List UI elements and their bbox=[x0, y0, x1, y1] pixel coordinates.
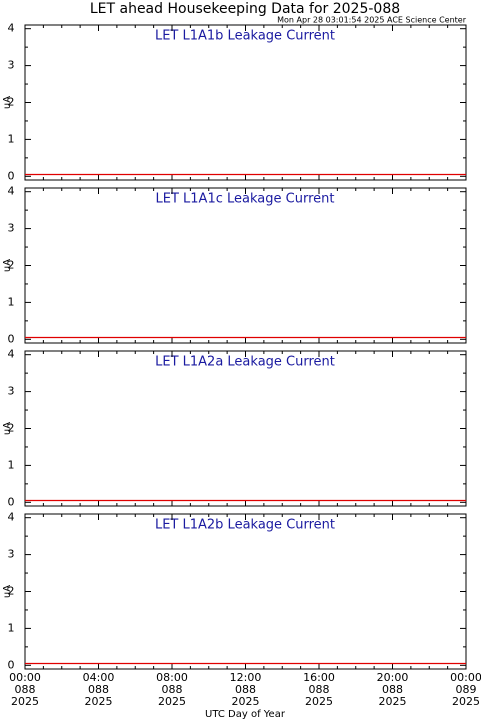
y-tick-label: 2 bbox=[8, 585, 15, 598]
chart-subtitle: Mon Apr 28 03:01:54 2025 ACE Science Cen… bbox=[277, 16, 467, 25]
y-tick-label: 0 bbox=[8, 169, 15, 182]
x-tick-label-line: 20:00 bbox=[377, 671, 409, 684]
x-tick-label-line: 088 bbox=[88, 683, 109, 696]
x-tick-label-line: 00:00 bbox=[450, 671, 481, 684]
x-tick-label-line: 2025 bbox=[379, 695, 407, 708]
panel-title: LET L1A1c Leakage Current bbox=[156, 192, 335, 207]
x-axis-label: UTC Day of Year bbox=[205, 709, 286, 720]
x-tick-label: 04:00 088 2025 bbox=[83, 671, 115, 708]
y-axis-label: uA bbox=[2, 422, 13, 435]
y-tick-label: 4 bbox=[8, 185, 15, 198]
y-axis-label: uA bbox=[2, 259, 13, 272]
x-tick-label: 08:00 088 2025 bbox=[156, 671, 188, 708]
x-tick-label: 00:00 088 2025 bbox=[9, 671, 41, 708]
y-tick-label: 1 bbox=[8, 458, 15, 471]
x-tick-label-line: 088 bbox=[235, 683, 256, 696]
panel-title: LET L1A1b Leakage Current bbox=[155, 29, 335, 44]
x-tick-label-line: 2025 bbox=[11, 695, 39, 708]
y-tick-label: 1 bbox=[8, 621, 15, 634]
x-tick-label-line: 08:00 bbox=[156, 671, 188, 684]
y-tick-label: 3 bbox=[8, 385, 15, 398]
x-tick-label-line: 088 bbox=[162, 683, 183, 696]
x-tick-label: 20:00 088 2025 bbox=[377, 671, 409, 708]
x-tick-label: 16:00 088 2025 bbox=[303, 671, 335, 708]
chart-title: LET ahead Housekeeping Data for 2025-088 bbox=[90, 1, 400, 17]
panel-title: LET L1A2b Leakage Current bbox=[155, 518, 335, 533]
x-tick-label-line: 2025 bbox=[232, 695, 260, 708]
y-tick-label: 4 bbox=[8, 22, 15, 35]
y-axis-label: uA bbox=[2, 585, 13, 598]
y-tick-label: 2 bbox=[8, 96, 15, 109]
x-tick-label-line: 2025 bbox=[158, 695, 186, 708]
y-tick-label: 3 bbox=[8, 59, 15, 72]
y-tick-label: 0 bbox=[8, 495, 15, 508]
x-tick-label: 00:00 089 2025 bbox=[450, 671, 481, 708]
y-tick-label: 1 bbox=[8, 295, 15, 308]
y-tick-label: 4 bbox=[8, 511, 15, 524]
x-tick-label-line: 04:00 bbox=[83, 671, 115, 684]
y-tick-label: 0 bbox=[8, 658, 15, 671]
y-tick-label: 3 bbox=[8, 548, 15, 561]
y-tick-label: 2 bbox=[8, 422, 15, 435]
x-tick-label-line: 16:00 bbox=[303, 671, 335, 684]
x-tick-label-line: 088 bbox=[382, 683, 403, 696]
x-tick-label-line: 12:00 bbox=[230, 671, 262, 684]
y-tick-label: 4 bbox=[8, 348, 15, 361]
y-axis-label: uA bbox=[2, 96, 13, 109]
x-tick-label: 12:00 088 2025 bbox=[230, 671, 262, 708]
y-tick-label: 2 bbox=[8, 259, 15, 272]
y-tick-label: 3 bbox=[8, 222, 15, 235]
x-tick-label-line: 2025 bbox=[305, 695, 333, 708]
y-tick-label: 0 bbox=[8, 332, 15, 345]
y-tick-label: 1 bbox=[8, 132, 15, 145]
x-tick-label-line: 089 bbox=[456, 683, 477, 696]
x-tick-label-line: 2025 bbox=[85, 695, 113, 708]
x-tick-label-line: 088 bbox=[309, 683, 330, 696]
x-tick-label-line: 2025 bbox=[452, 695, 480, 708]
x-tick-label-line: 088 bbox=[15, 683, 36, 696]
x-tick-label-line: 00:00 bbox=[9, 671, 41, 684]
panel-title: LET L1A2a Leakage Current bbox=[155, 355, 335, 370]
